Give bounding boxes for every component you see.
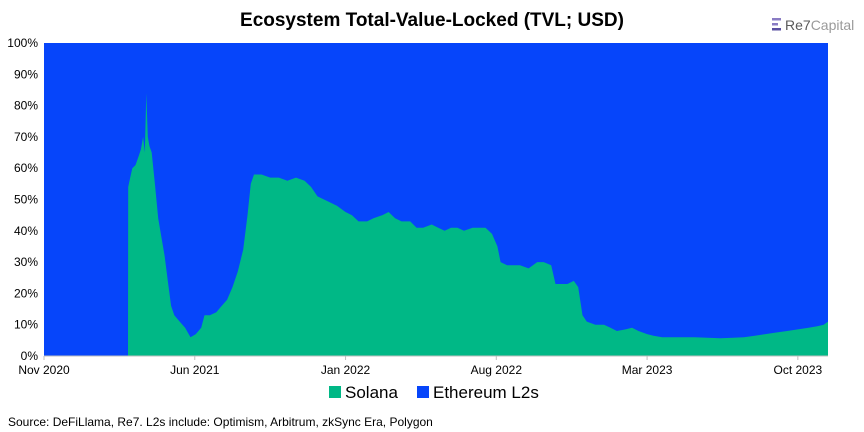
re7-capital-logo: Re7Capital — [772, 17, 854, 33]
re7-logo-icon — [772, 18, 781, 31]
y-tick-label: 0% — [21, 349, 39, 363]
chart-title: Ecosystem Total-Value-Locked (TVL; USD) — [240, 10, 624, 31]
x-axis: Nov 2020 Jun 2021 Jan 2022 Aug 2022 Mar 2023… — [18, 355, 828, 377]
x-tick-label: Jun 2021 — [170, 363, 220, 377]
series-area-solana — [44, 93, 828, 356]
y-tick-label: 50% — [14, 193, 38, 207]
logo-text-re7: Re7 — [785, 17, 811, 33]
legend-label-solana: Solana — [345, 383, 398, 402]
y-axis: 0% 10% 20% 30% 40% 50% 60% 70% 80% 90% 100% — [7, 36, 38, 363]
plot-area — [44, 43, 828, 356]
x-tick-label: Mar 2023 — [622, 363, 673, 377]
x-tick-label: Nov 2020 — [18, 363, 70, 377]
logo-text-capital: Capital — [811, 17, 855, 33]
y-tick-label: 60% — [14, 161, 38, 175]
x-tick-label: Oct 2023 — [773, 363, 822, 377]
y-tick-label: 70% — [14, 130, 38, 144]
y-tick-label: 10% — [14, 318, 38, 332]
y-tick-label: 80% — [14, 99, 38, 113]
logo-text: Re7Capital — [785, 17, 854, 33]
y-tick-label: 100% — [7, 36, 38, 50]
x-tick-label: Aug 2022 — [471, 363, 523, 377]
y-tick-label: 40% — [14, 224, 38, 238]
legend-label-ethereum-l2s: Ethereum L2s — [433, 383, 539, 402]
y-tick-label: 20% — [14, 286, 38, 300]
legend-swatch-solana — [329, 386, 341, 398]
legend: Solana Ethereum L2s — [329, 383, 539, 402]
y-tick-label: 90% — [14, 67, 38, 81]
source-note: Source: DeFiLlama, Re7. L2s include: Opt… — [8, 415, 433, 429]
y-tick-label: 30% — [14, 255, 38, 269]
legend-swatch-ethereum-l2s — [417, 386, 429, 398]
x-tick-label: Jan 2022 — [321, 363, 371, 377]
